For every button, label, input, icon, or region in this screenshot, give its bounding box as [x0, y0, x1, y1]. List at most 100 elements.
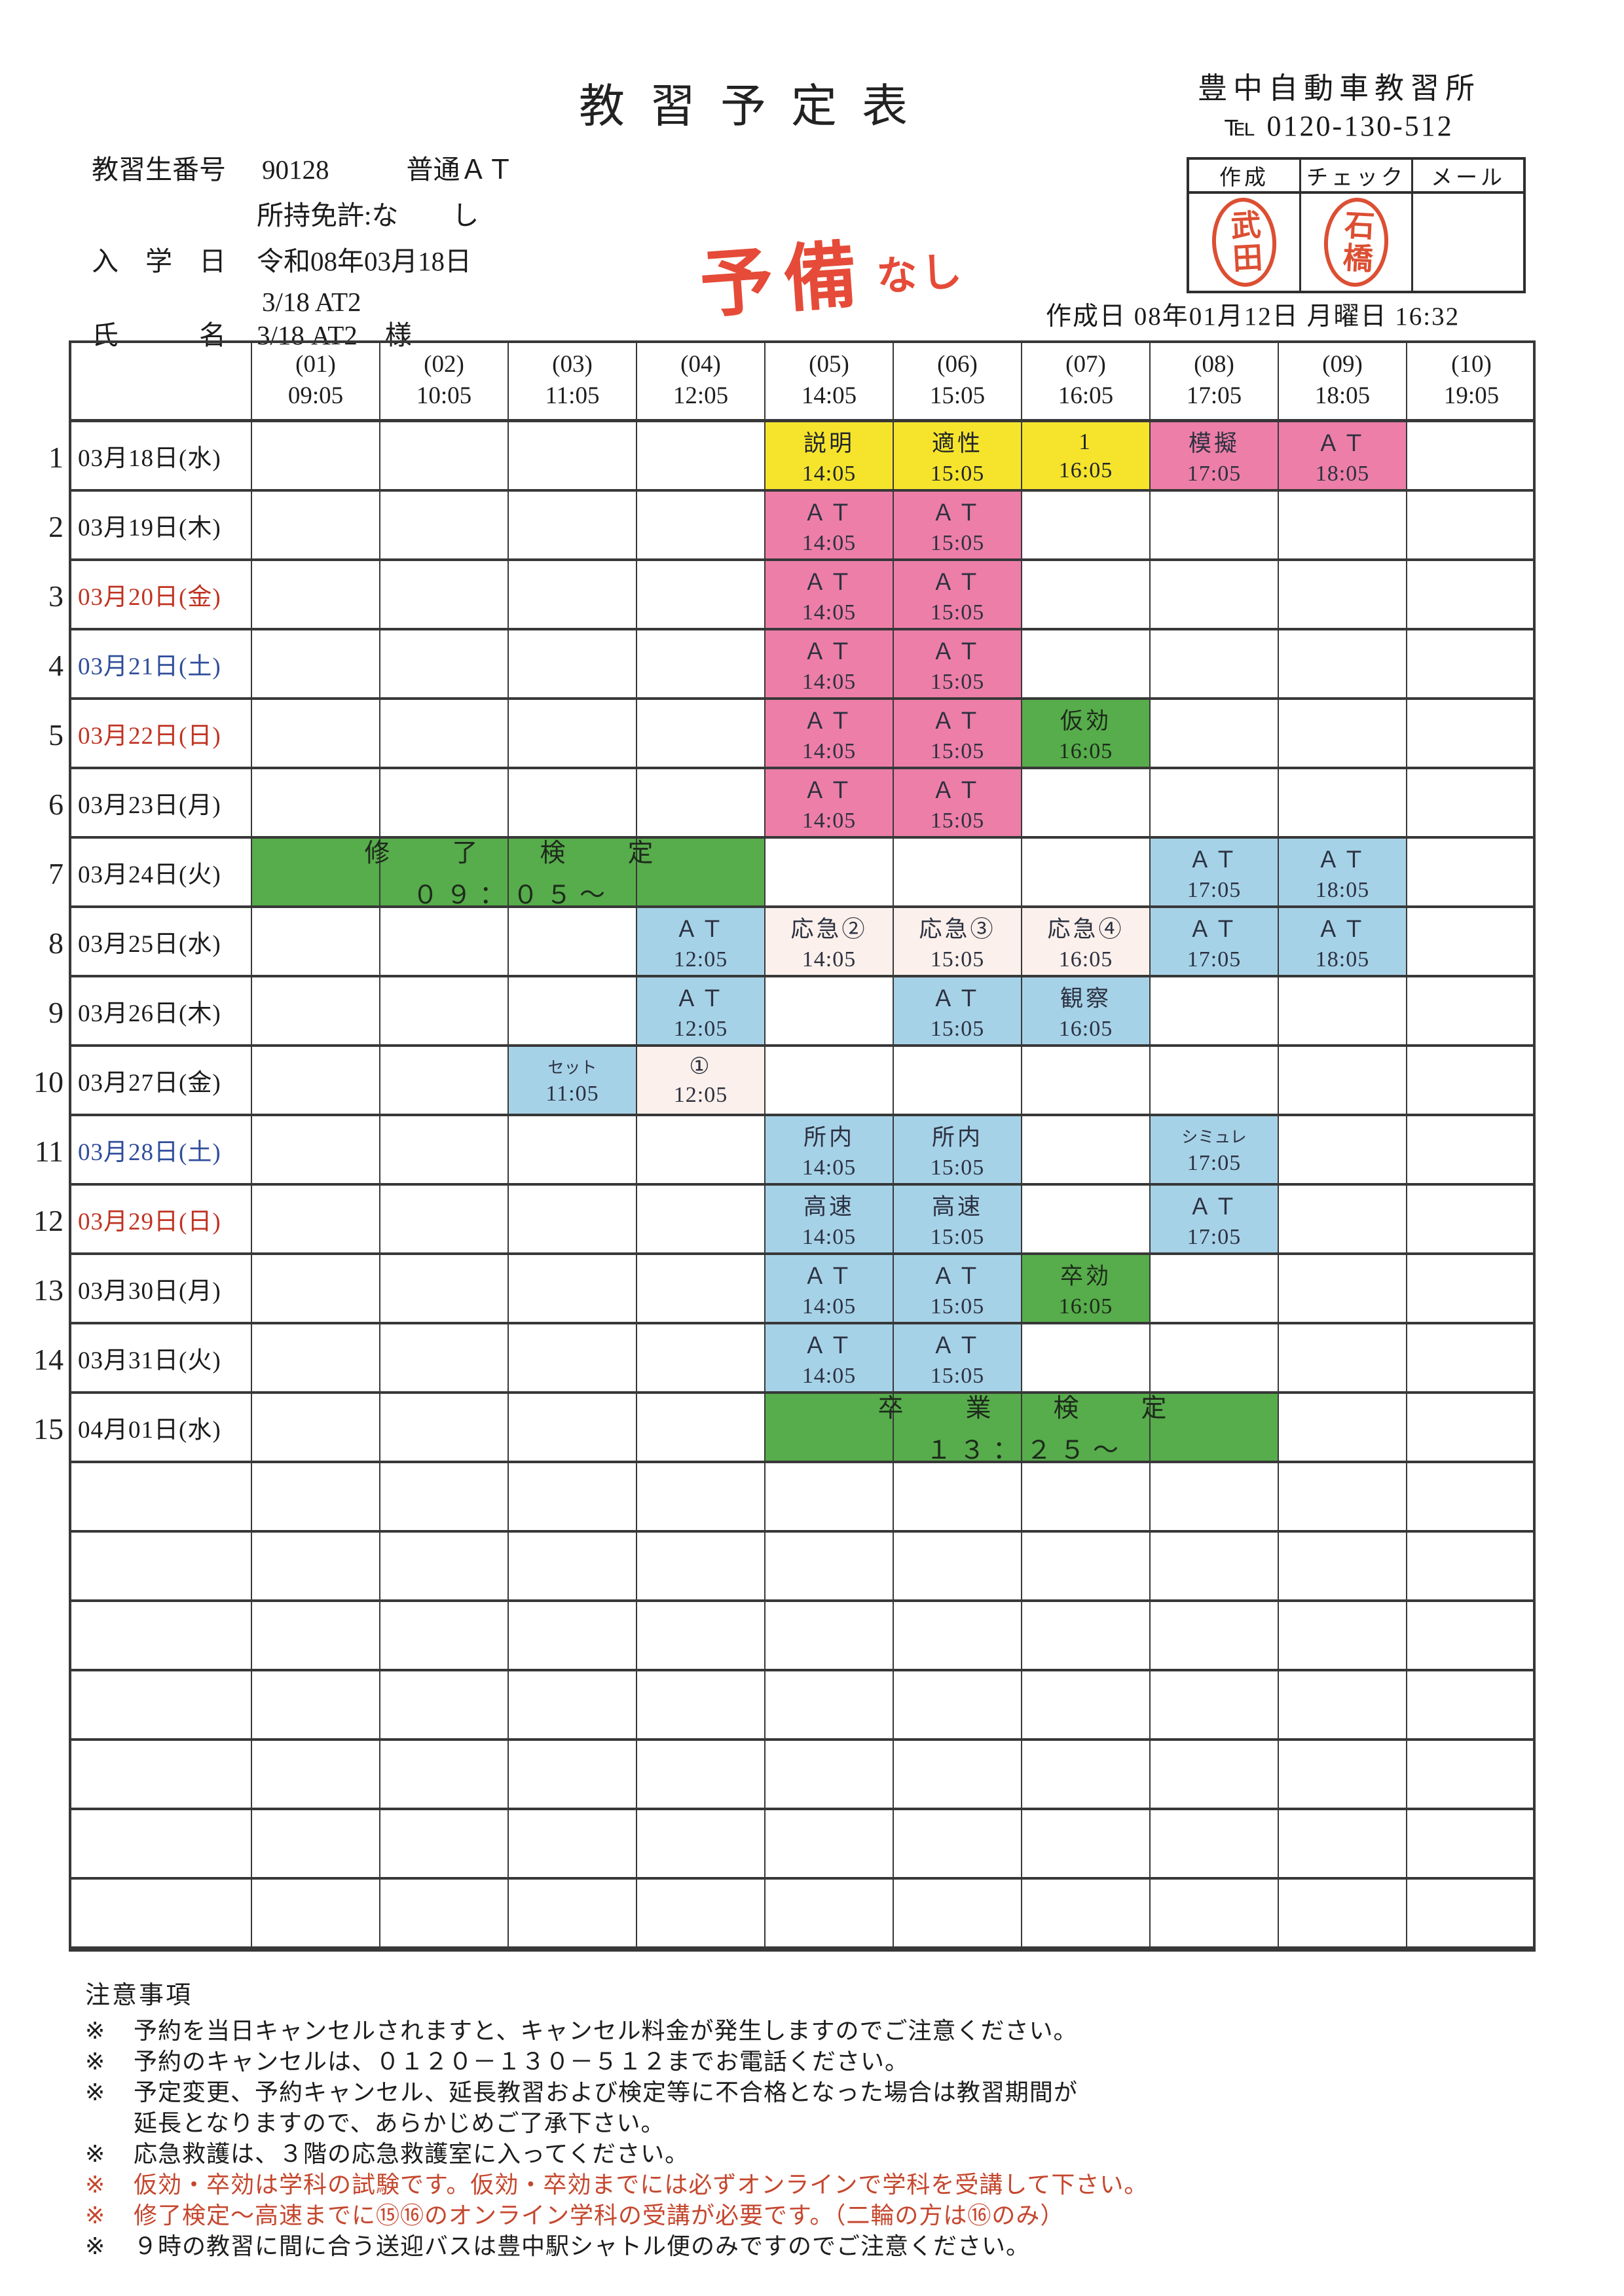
- slot-cell: [637, 422, 766, 489]
- approval-stamp-box: 作成 チェック メール 武田 石橋: [1187, 157, 1526, 293]
- lesson-label: ＡＴ: [931, 639, 983, 665]
- slot-time: 09:05: [287, 382, 344, 409]
- note-marker: ※: [85, 2202, 106, 2229]
- row-number: 8: [48, 926, 64, 960]
- row-cells: 03月18日(水) 説明 14:05 適性 15:05 1 16:05 模擬 17:05 ＡＴ 18…: [69, 422, 1536, 492]
- slot-cell: 1 16:05: [1022, 422, 1151, 489]
- row-number: 12: [33, 1203, 64, 1237]
- slot-cell: [380, 1533, 509, 1599]
- slot-number: (07): [1065, 350, 1106, 378]
- slot-cell: [1279, 1671, 1407, 1738]
- slot-cell: [637, 1533, 766, 1599]
- slot-cell: 適性 15:05: [894, 422, 1022, 489]
- date-column-header: [69, 340, 252, 419]
- slot-cell: ＡＴ 14:05: [766, 700, 894, 767]
- slot-cell: [252, 492, 380, 558]
- lesson-time: 15:05: [930, 600, 985, 625]
- header-slot: (03) 11:05: [509, 340, 637, 419]
- student-id-label: 教習生番号: [92, 155, 226, 185]
- slot-cell: [509, 1741, 637, 1808]
- slot-cell: [637, 700, 766, 767]
- note-marker: ※: [85, 2018, 106, 2044]
- school-block: 豊中自動車教習所 ℡ 0120-130-512: [1149, 64, 1529, 143]
- slot-cell: [1279, 1533, 1407, 1599]
- page-title: 教習予定表: [579, 82, 932, 132]
- slot-cell: [1151, 1810, 1279, 1877]
- date-cell: 03月30日(月): [69, 1255, 252, 1322]
- slot-cell: ＡＴ 15:05: [894, 630, 1022, 697]
- slot-cell: [380, 1324, 509, 1391]
- slot-number: (02): [424, 350, 464, 378]
- slot-cell: [894, 1394, 1022, 1461]
- date-cell: [69, 1810, 252, 1877]
- lesson-time: 14:05: [802, 1294, 857, 1319]
- slot-cell: 応急② 14:05: [766, 908, 894, 975]
- slot-cell: ＡＴ 14:05: [766, 1324, 894, 1391]
- lesson-time: 14:05: [802, 1225, 857, 1249]
- slot-cell: [894, 1880, 1022, 1946]
- slot-cell: [509, 1255, 637, 1322]
- slot-cell: [380, 630, 509, 697]
- student-id-value: 90128: [262, 155, 329, 185]
- row-cells: 03月29日(日) 高速 14:05 高速 15:05 ＡＴ 17:05: [69, 1186, 1536, 1255]
- header-slot: (02) 10:05: [380, 340, 509, 419]
- lesson-label: 観察: [1060, 986, 1111, 1011]
- slot-cell: [894, 1810, 1022, 1877]
- slot-cell: [637, 1880, 766, 1946]
- slot-cell: [1407, 769, 1536, 836]
- slot-cell: [1022, 1671, 1151, 1738]
- note-text: 応急救護は、３階の応急救護室に入ってください。: [134, 2141, 690, 2167]
- lesson-time: 18:05: [1315, 878, 1370, 902]
- row-number: 6: [48, 787, 64, 821]
- slot-cell: [380, 1880, 509, 1946]
- slot-cell: [766, 1880, 894, 1946]
- slot-cell: [637, 1602, 766, 1669]
- row-cells: [69, 1741, 1536, 1810]
- slot-cell: [380, 422, 509, 489]
- slot-cell: [1407, 839, 1536, 905]
- slot-cell: [1407, 1741, 1536, 1808]
- stamp-cell-created: 武田: [1189, 194, 1301, 291]
- row-cells: [69, 1880, 1536, 1949]
- slot-cell: [637, 1741, 766, 1808]
- header-slot: (10) 19:05: [1407, 340, 1536, 419]
- lesson-label: ＡＴ: [1316, 847, 1368, 873]
- row-cells: 03月24日(火) ＡＴ 17:05 ＡＴ 18:05 修 了 検 定 ０９：０５～: [69, 839, 1536, 909]
- slot-cell: ＡＴ 12:05: [637, 977, 766, 1044]
- slot-cell: [1279, 492, 1407, 558]
- slot-cell: [1151, 1394, 1279, 1461]
- lesson-label: 仮効: [1060, 708, 1111, 734]
- slot-cell: 所内 15:05: [894, 1116, 1022, 1183]
- slot-cell: [1407, 1047, 1536, 1114]
- lesson-time: 14:05: [802, 462, 857, 486]
- lesson-label: ＡＴ: [674, 986, 726, 1011]
- row-number: 11: [34, 1134, 64, 1168]
- slot-cell: [252, 1810, 380, 1877]
- created-date-line: 作成日 08年01月12日 月曜日 16:32: [1046, 302, 1460, 331]
- lesson-time: 14:05: [802, 531, 857, 555]
- slot-cell: [1407, 1602, 1536, 1669]
- slot-cell: [509, 1116, 637, 1183]
- date-cell: [69, 1533, 252, 1599]
- slot-number: (05): [809, 350, 849, 378]
- slot-cell: [380, 977, 509, 1044]
- row-cells: [69, 1533, 1536, 1602]
- slot-cell: [252, 839, 380, 905]
- slot-cell: [1022, 561, 1151, 628]
- slot-cell: [509, 492, 637, 558]
- school-name: 豊中自動車教習所: [1197, 72, 1481, 105]
- row-cells: 03月28日(土) 所内 14:05 所内 15:05 シミュレ 17:05: [69, 1116, 1536, 1186]
- slot-cell: [1407, 1880, 1536, 1946]
- lesson-label: ＡＴ: [931, 986, 983, 1011]
- slot-cell: [252, 561, 380, 628]
- slot-cell: [509, 561, 637, 628]
- row-number: 1: [48, 440, 64, 474]
- slot-cell: ＡＴ 14:05: [766, 492, 894, 558]
- slot-cell: [252, 1533, 380, 1599]
- slot-number: (01): [295, 350, 336, 378]
- stamp-col-created: 作成: [1189, 160, 1301, 191]
- honorific: 様: [384, 320, 412, 350]
- lesson-time: 15:05: [930, 809, 985, 833]
- slot-cell: [637, 1394, 766, 1461]
- schedule-row-empty: [39, 1463, 1536, 1533]
